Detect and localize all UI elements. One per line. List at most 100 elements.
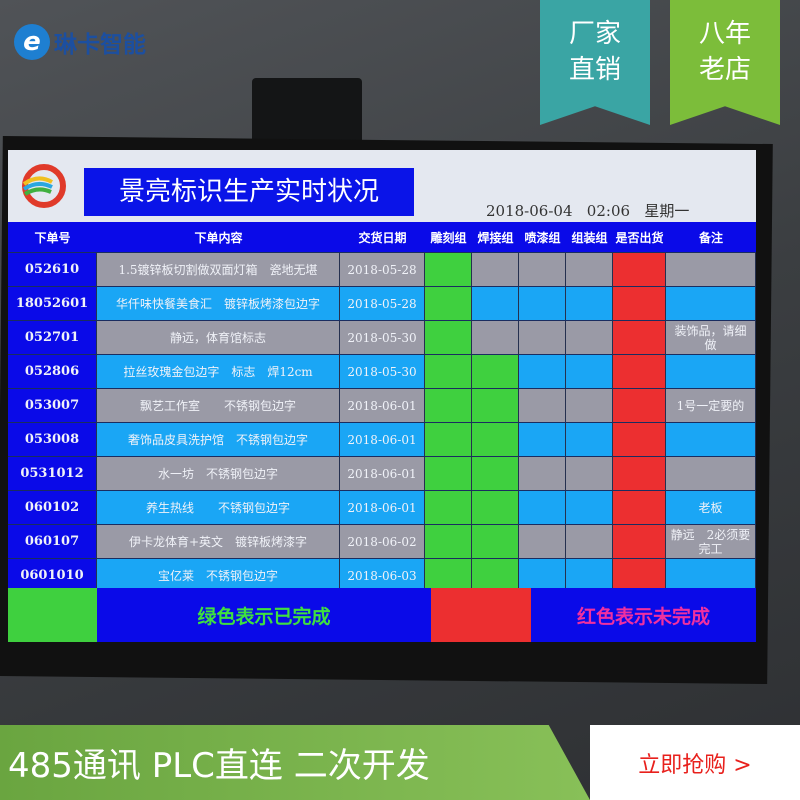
status-cell-row xyxy=(519,355,566,388)
status-cell-done xyxy=(425,457,472,490)
status-cell-row xyxy=(566,457,613,490)
status-cell-undone xyxy=(613,457,666,490)
status-cell-row xyxy=(566,423,613,456)
order-id: 060107 xyxy=(8,525,97,558)
note xyxy=(666,559,756,592)
order-id: 060102 xyxy=(8,491,97,524)
table-row: 052701 静远，体育馆标志 2018-05-30 装饰品，请细做 xyxy=(8,320,756,354)
note xyxy=(666,287,756,320)
order-id: 052610 xyxy=(8,253,97,286)
status-cell-row xyxy=(566,491,613,524)
column-header: 组装组 xyxy=(571,230,608,245)
status-cell-done xyxy=(472,423,519,456)
buy-now-button[interactable]: 立即抢购 > xyxy=(590,725,800,800)
brand-name: 琳卡智能 xyxy=(54,32,146,58)
delivery-date: 2018-06-03 xyxy=(340,559,425,592)
weekday: 星期一 xyxy=(644,202,690,220)
status-cell-undone xyxy=(613,525,666,558)
status-cell-row xyxy=(566,525,613,558)
legend-done-label: 绿色表示已完成 xyxy=(97,588,431,642)
status-cell-undone xyxy=(613,253,666,286)
status-cell-done xyxy=(472,389,519,422)
status-cell-undone xyxy=(613,355,666,388)
note xyxy=(666,355,756,388)
order-content: 宝亿莱 不锈钢包边字 xyxy=(97,559,340,592)
note xyxy=(666,253,756,286)
status-cell-row xyxy=(472,321,519,354)
flag-line: 厂家 xyxy=(568,19,621,49)
column-header: 焊接组 xyxy=(477,230,514,245)
status-cell-done xyxy=(425,423,472,456)
delivery-date: 2018-06-01 xyxy=(340,491,425,524)
delivery-date: 2018-05-28 xyxy=(340,287,425,320)
status-cell-done xyxy=(425,355,472,388)
status-cell-done xyxy=(472,559,519,592)
status-cell-undone xyxy=(613,491,666,524)
note xyxy=(666,457,756,490)
promo-bottom-bar: 485通讯 PLC直连 二次开发 立即抢购 > xyxy=(0,725,800,800)
status-cell-row xyxy=(519,491,566,524)
camera-device xyxy=(252,78,362,148)
order-content: 奢饰品皮具洗护馆 不锈钢包边字 xyxy=(97,423,340,456)
note: 老板 xyxy=(666,491,756,524)
status-cell-row xyxy=(519,287,566,320)
table-row: 052806 拉丝玫瑰金包边字 标志 焊12cm 2018-05-30 xyxy=(8,354,756,388)
order-content: 水一坊 不锈钢包边字 xyxy=(97,457,340,490)
status-cell-row xyxy=(519,457,566,490)
status-cell-done xyxy=(425,321,472,354)
status-cell-row xyxy=(519,389,566,422)
order-content: 养生热线 不锈钢包边字 xyxy=(97,491,340,524)
note xyxy=(666,423,756,456)
delivery-date: 2018-05-28 xyxy=(340,253,425,286)
table-row: 18052601 华仟味快餐美食汇 镀锌板烤漆包边字 2018-05-28 xyxy=(8,286,756,320)
brand-e-icon: e xyxy=(14,24,50,60)
table-row: 053007 飘艺工作室 不锈钢包边字 2018-06-01 1号一定要的 xyxy=(8,388,756,422)
order-content: 华仟味快餐美食汇 镀锌板烤漆包边字 xyxy=(97,287,340,320)
table-row: 0601010 宝亿莱 不锈钢包边字 2018-06-03 xyxy=(8,558,756,592)
column-header: 备注 xyxy=(698,230,723,245)
status-cell-done xyxy=(472,457,519,490)
status-cell-done xyxy=(472,355,519,388)
flag-line: 八年 xyxy=(698,19,751,49)
order-content: 静远，体育馆标志 xyxy=(97,321,340,354)
flag-line: 老店 xyxy=(698,55,751,85)
table-row: 052610 1.5镀锌板切割做双面灯箱 瓷地无堪 2018-05-28 xyxy=(8,252,756,286)
promo-flag-factory: 厂家 直销 xyxy=(540,0,650,125)
delivery-date: 2018-05-30 xyxy=(340,321,425,354)
table-row: 053008 奢饰品皮具洗护馆 不锈钢包边字 2018-06-01 xyxy=(8,422,756,456)
delivery-date: 2018-06-01 xyxy=(340,457,425,490)
note: 1号一定要的 xyxy=(666,389,756,422)
order-content: 拉丝玫瑰金包边字 标志 焊12cm xyxy=(97,355,340,388)
status-cell-row xyxy=(566,321,613,354)
order-id: 0531012 xyxy=(8,457,97,490)
date: 2018-06-04 xyxy=(486,202,573,220)
status-cell-row xyxy=(519,525,566,558)
production-table: 下单号 下单内容 交货日期 雕刻组 焊接组 喷漆组 组装组 是否出货 备注 052610 1.5镀… xyxy=(8,222,756,592)
delivery-date: 2018-06-02 xyxy=(340,525,425,558)
column-header: 喷漆组 xyxy=(524,230,561,245)
legend-undone-label: 红色表示未完成 xyxy=(531,588,756,642)
column-header: 下单内容 xyxy=(194,230,243,245)
table-row: 060102 养生热线 不锈钢包边字 2018-06-01 老板 xyxy=(8,490,756,524)
brand-logo: e 琳卡智能 xyxy=(14,22,146,62)
status-cell-row xyxy=(566,253,613,286)
status-cell-done xyxy=(425,287,472,320)
legend-red-swatch xyxy=(431,588,531,642)
status-cell-row xyxy=(566,287,613,320)
status-cell-undone xyxy=(613,321,666,354)
legend-bar: 绿色表示已完成 红色表示未完成 xyxy=(8,588,756,642)
status-cell-row xyxy=(519,321,566,354)
note: 装饰品，请细做 xyxy=(666,321,756,354)
status-cell-done xyxy=(425,491,472,524)
table-row: 060107 伊卡龙体育+英文 镀锌板烤漆字 2018-06-02 静远 2必须要完工 xyxy=(8,524,756,558)
dashboard-header: 景亮标识生产实时状况 2018-06-04 02:06 星期一 xyxy=(8,150,756,222)
delivery-date: 2018-06-01 xyxy=(340,389,425,422)
column-header: 雕刻组 xyxy=(430,230,467,245)
status-cell-undone xyxy=(613,423,666,456)
column-header: 交货日期 xyxy=(358,230,407,245)
order-id: 053007 xyxy=(8,389,97,422)
dashboard-screen: 景亮标识生产实时状况 2018-06-04 02:06 星期一 下单号 下单内容 交… xyxy=(8,150,756,642)
delivery-date: 2018-06-01 xyxy=(340,423,425,456)
status-cell-row xyxy=(519,559,566,592)
status-cell-row xyxy=(566,389,613,422)
